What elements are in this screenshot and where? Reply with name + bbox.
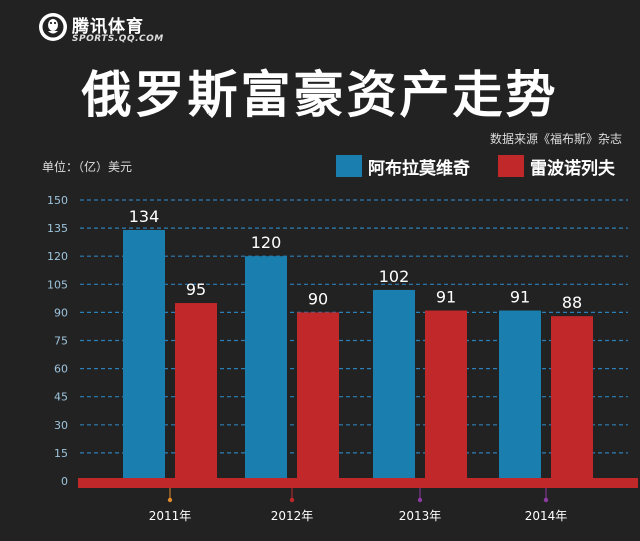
bar-blue: [499, 310, 541, 478]
bar-value-label: 91: [510, 288, 530, 307]
legend-swatch-blue: [336, 155, 362, 177]
y-tick-label: 15: [54, 447, 68, 460]
site-logo[interactable]: 腾讯体育 SPORTS.QQ.COM: [38, 10, 178, 48]
bar-value-label: 95: [186, 280, 206, 299]
y-tick-label: 60: [54, 363, 68, 376]
logo-name: 腾讯体育: [72, 17, 144, 37]
bar-red: [175, 303, 217, 478]
bar-blue: [245, 256, 287, 478]
bar-red: [425, 310, 467, 478]
y-tick-label: 135: [47, 222, 68, 235]
x-category-label: 2012年: [271, 509, 314, 523]
y-tick-label: 150: [47, 194, 68, 207]
data-source: 数据来源《福布斯》杂志: [489, 132, 622, 146]
bar-value-label: 88: [562, 293, 582, 312]
qq-penguin-icon: [39, 13, 67, 41]
legend-swatch-red: [498, 155, 524, 177]
bar-value-label: 102: [379, 267, 410, 286]
bar-value-label: 120: [251, 233, 282, 252]
x-category-label: 2013年: [399, 509, 442, 523]
x-category-label: 2014年: [525, 509, 568, 523]
x-tick-dot: [167, 497, 173, 503]
logo-url: SPORTS.QQ.COM: [72, 34, 164, 44]
x-tick-dot: [289, 497, 295, 503]
legend-item-series-1: 阿布拉莫维奇: [336, 153, 470, 179]
bar-value-label: 134: [129, 207, 160, 226]
y-tick-label: 0: [61, 475, 68, 488]
bar-blue: [123, 229, 165, 478]
bar-red: [297, 312, 339, 478]
y-tick-label: 90: [54, 306, 68, 319]
legend-item-series-2: 雷波诺列夫: [498, 153, 615, 179]
legend-label-series-1: 阿布拉莫维奇: [368, 158, 470, 179]
x-tick-dot: [417, 497, 423, 503]
y-tick-label: 75: [54, 335, 68, 348]
bar-value-label: 90: [308, 289, 328, 308]
bar-red: [551, 316, 593, 478]
x-tick-dot: [543, 497, 549, 503]
bar-blue: [373, 289, 415, 478]
bar-value-label: 91: [436, 288, 456, 307]
x-axis-baseline: [78, 478, 638, 488]
y-tick-label: 120: [47, 250, 68, 263]
x-category-label: 2011年: [149, 509, 192, 523]
chart-title: 俄罗斯富豪资产走势: [81, 66, 559, 124]
y-tick-label: 30: [54, 419, 68, 432]
y-tick-label: 105: [47, 278, 68, 291]
legend-label-series-2: 雷波诺列夫: [530, 158, 615, 179]
y-tick-label: 45: [54, 391, 68, 404]
unit-label: 单位：（亿）美元: [42, 160, 133, 174]
